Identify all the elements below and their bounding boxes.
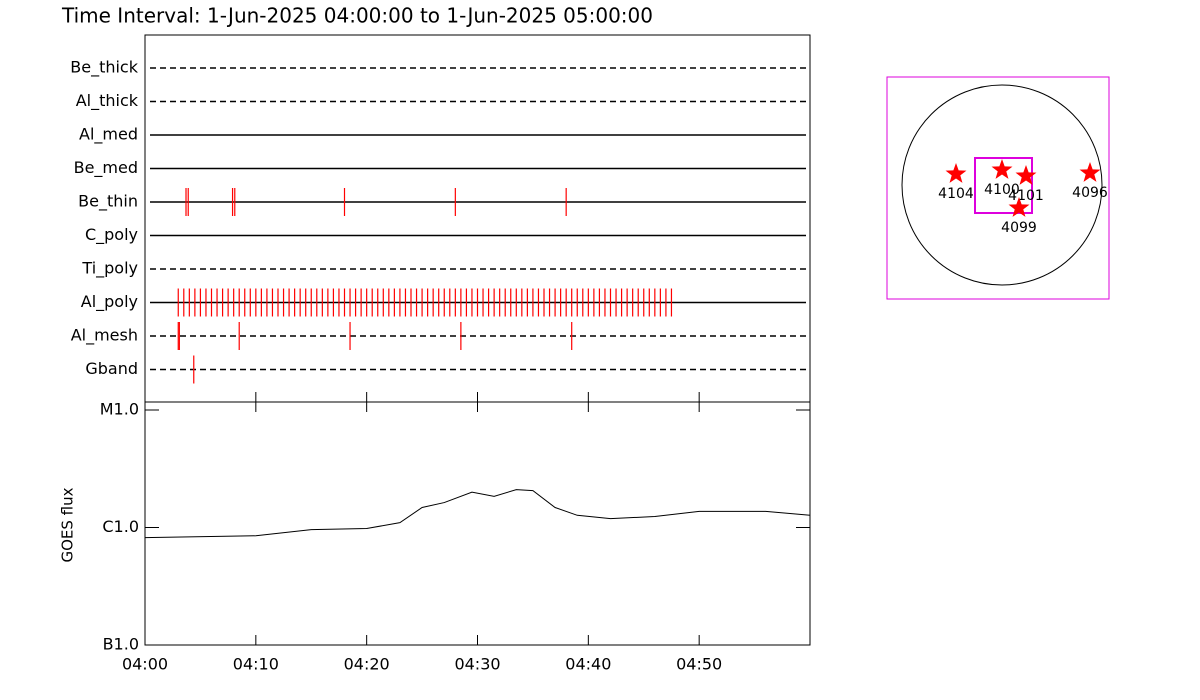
y-tick-label: C1.0 <box>102 517 139 536</box>
filter-label: Be_thick <box>70 58 138 78</box>
x-tick-label: 04:50 <box>676 655 722 674</box>
region-star <box>945 163 967 183</box>
region-label: 4100 <box>984 182 1020 198</box>
region-label: 4096 <box>1072 185 1108 201</box>
y-axis-label: GOES flux <box>59 487 77 562</box>
timeline-frame <box>144 34 811 403</box>
filter-label: C_poly <box>85 225 138 245</box>
goes-curve <box>144 489 811 539</box>
filter-label: Al_med <box>79 125 138 145</box>
x-tick-label: 04:40 <box>565 655 611 674</box>
region-label: 4104 <box>938 186 974 202</box>
y-tick-label: B1.0 <box>103 635 139 654</box>
solar-disk <box>901 84 1103 286</box>
x-tick-label: 04:00 <box>122 655 168 674</box>
filter-label: Gband <box>85 359 138 378</box>
region-star <box>1008 197 1030 217</box>
filter-label: Al_poly <box>81 292 138 312</box>
x-tick-label: 04:20 <box>344 655 390 674</box>
region-label: 4099 <box>1001 220 1037 236</box>
goes-frame <box>144 401 811 646</box>
region-star <box>1015 165 1037 185</box>
x-tick-label: 04:10 <box>233 655 279 674</box>
map-frame <box>886 76 1110 300</box>
region-label: 4101 <box>1008 188 1044 204</box>
xrt-fov <box>974 157 1033 214</box>
y-tick-label: M1.0 <box>100 400 139 419</box>
filter-label: Be_med <box>74 158 138 178</box>
region-star <box>1079 162 1101 182</box>
filter-label: Be_thin <box>78 192 138 212</box>
region-star <box>991 159 1013 179</box>
filter-label: Ti_poly <box>81 259 138 279</box>
filter-label: Al_mesh <box>71 326 138 346</box>
x-tick-label: 04:30 <box>454 655 500 674</box>
chart-title: Time Interval: 1-Jun-2025 04:00:00 to 1-… <box>61 4 653 28</box>
filter-label: Al_thick <box>76 91 139 111</box>
